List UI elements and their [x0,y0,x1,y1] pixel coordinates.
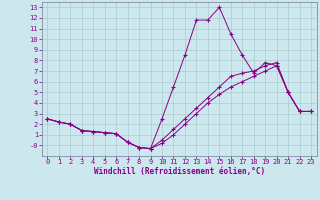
X-axis label: Windchill (Refroidissement éolien,°C): Windchill (Refroidissement éolien,°C) [94,167,265,176]
